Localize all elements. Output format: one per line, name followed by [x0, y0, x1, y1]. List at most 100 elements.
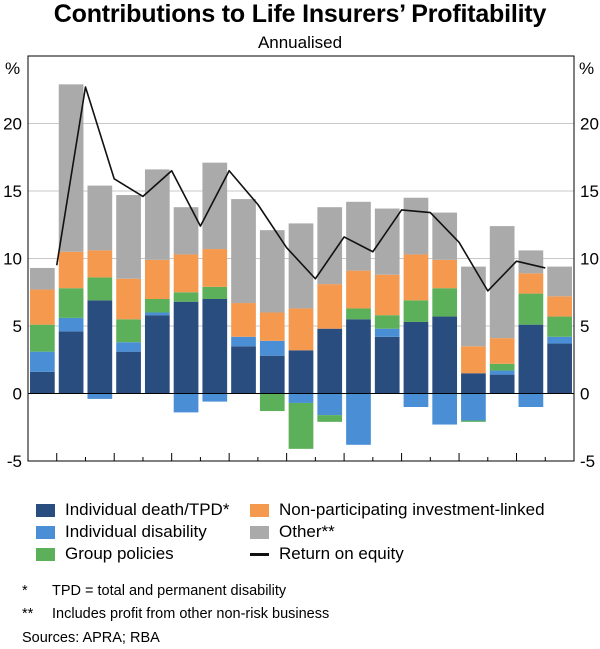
bar-segment — [259, 393, 285, 412]
bar-segment — [288, 402, 314, 449]
bar-segment — [58, 331, 84, 394]
bar-segment — [30, 324, 55, 352]
bar-segment — [144, 299, 170, 313]
bar-segment — [259, 230, 285, 313]
bar-segment — [231, 336, 256, 347]
legend-item-group-policies: Group policies — [36, 544, 174, 564]
y-tick-label-left: 20 — [3, 115, 22, 134]
bar-segment — [403, 321, 429, 394]
bar-segment — [432, 316, 458, 394]
bar-segment — [461, 373, 486, 394]
bar-segment — [87, 300, 113, 394]
bar-segment — [58, 317, 84, 332]
legend-item-non-participating: Non-participating investment-linked — [250, 500, 545, 520]
y-unit-left: % — [5, 59, 20, 78]
bar-segment — [87, 277, 113, 301]
y-unit-right: % — [579, 59, 594, 78]
bar-segment — [461, 346, 486, 374]
bar-segment — [173, 292, 199, 302]
bar-segment — [518, 293, 544, 325]
bar-segment — [202, 393, 228, 402]
legend-label: Return on equity — [279, 544, 404, 563]
bar-segment — [173, 301, 199, 394]
bar-segment — [518, 273, 544, 294]
bar-segment — [30, 289, 55, 325]
bar-segment — [288, 350, 314, 394]
bar-segment — [58, 251, 84, 289]
y-tick-label-right: -5 — [580, 452, 595, 470]
y-tick-label-left: 0 — [13, 385, 22, 404]
bar-segment — [317, 393, 343, 416]
bar-segment — [116, 278, 141, 320]
bar-segment — [116, 342, 141, 352]
bar-segment — [432, 259, 458, 289]
bar-segment — [317, 284, 343, 329]
y-tick-label-left: -5 — [7, 452, 22, 470]
bar-segment — [317, 328, 343, 394]
legend-swatch — [250, 503, 269, 517]
bar-segment — [489, 374, 515, 394]
legend-item-return-on-equity: Return on equity — [250, 544, 404, 564]
bar-segment — [346, 201, 371, 271]
y-tick-label-left: 10 — [3, 250, 22, 269]
bar-segment — [116, 195, 141, 279]
bar-segment — [116, 351, 141, 394]
legend-line-swatch — [250, 552, 269, 556]
legend-swatch — [250, 525, 269, 539]
legend-item-individual-disability: Individual disability — [36, 522, 207, 542]
bar-segment — [547, 336, 572, 344]
y-tick-label-right: 10 — [580, 250, 599, 269]
legend-item-other: Other** — [250, 522, 335, 542]
y-tick-label-left: 5 — [13, 317, 22, 336]
bar-segment — [144, 312, 170, 316]
legend-label: Individual disability — [65, 522, 207, 541]
legend-label: Individual death/TPD* — [65, 500, 230, 519]
bar-segment — [288, 393, 314, 403]
bar-segment — [461, 393, 486, 421]
bar-segment — [518, 250, 544, 274]
footnote-other: ** Includes profit from other non-risk bu… — [22, 606, 329, 622]
legend-swatch — [36, 547, 55, 561]
bar-segment — [489, 363, 515, 371]
bar-segment — [547, 343, 572, 394]
bar-segment — [489, 226, 515, 339]
bar-segment — [202, 286, 228, 299]
bar-segment — [374, 336, 400, 394]
footnote-mark: * — [22, 583, 28, 599]
bar-segment — [432, 288, 458, 317]
bar-segment — [518, 324, 544, 394]
sources: Sources: APRA; RBA — [22, 630, 160, 646]
bar-segment — [489, 338, 515, 364]
bar-segment — [30, 371, 55, 394]
bar-segment — [432, 393, 458, 425]
legend-swatch — [36, 503, 55, 517]
bar-segment — [374, 274, 400, 316]
bar-segment — [30, 267, 55, 290]
bar-segment — [461, 420, 486, 422]
footnote-text: TPD = total and permanent disability — [52, 583, 287, 599]
bar-segment — [173, 254, 199, 293]
bar-segment — [374, 315, 400, 329]
y-tick-label-left: 15 — [3, 182, 22, 201]
bar-segment — [288, 308, 314, 351]
bar-segment — [30, 351, 55, 372]
bar-segment — [202, 162, 228, 250]
bar-segment — [202, 299, 228, 394]
y-tick-label-right: 15 — [580, 182, 599, 201]
bar-segment — [87, 185, 113, 251]
y-tick-label-right: 5 — [580, 317, 589, 336]
return-on-equity-line — [55, 86, 546, 292]
bar-segment — [547, 296, 572, 317]
footnote-mark: ** — [22, 606, 34, 622]
bar-segment — [144, 259, 170, 299]
legend-label: Non-participating investment-linked — [279, 500, 545, 519]
bar-segment — [231, 346, 256, 394]
bar-segment — [518, 393, 544, 407]
bar-segment — [58, 288, 84, 318]
bar-segment — [317, 415, 343, 422]
bar-segment — [489, 370, 515, 375]
chart-title: Contributions to Life Insurers’ Profitab… — [53, 0, 547, 28]
bar-segment — [173, 393, 199, 413]
bar-segment — [346, 270, 371, 309]
bar-segment — [87, 250, 113, 278]
